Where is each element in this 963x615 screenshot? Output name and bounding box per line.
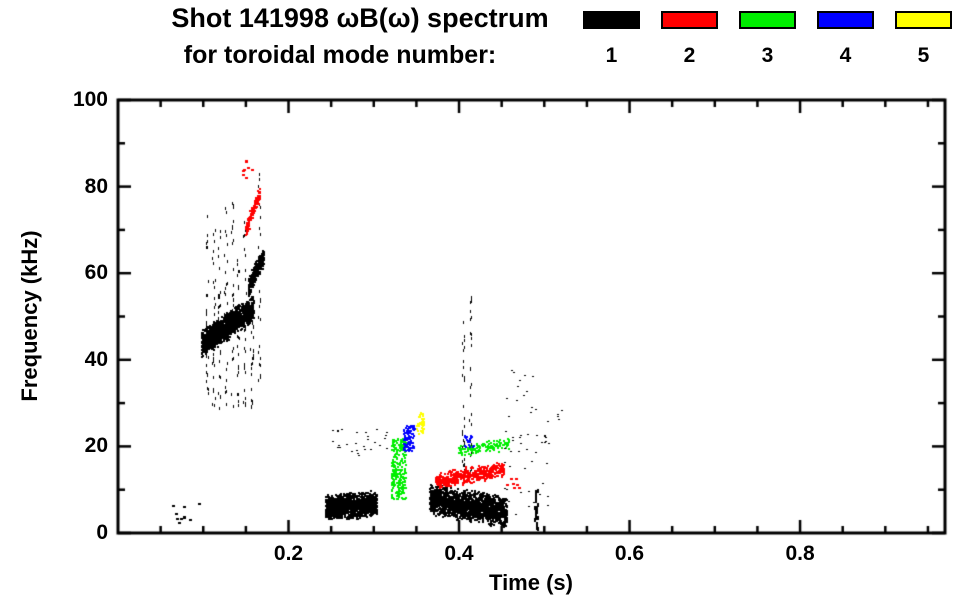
x-tick-label: 0.2: [273, 542, 304, 565]
y-tick-label: 40: [84, 347, 108, 371]
x-tick-label: 0.8: [785, 542, 815, 565]
y-tick-label: 80: [84, 174, 108, 198]
y-tick-label: 100: [72, 88, 108, 111]
x-tick-label: 0.4: [444, 542, 474, 565]
y-tick-label: 60: [84, 261, 108, 285]
x-tick-label: 0.6: [614, 542, 645, 565]
y-tick-label: 0: [96, 521, 108, 544]
y-axis-label: Frequency (kHz): [17, 230, 42, 402]
x-axis-label: Time (s): [489, 570, 573, 595]
y-tick-label: 20: [84, 434, 108, 458]
